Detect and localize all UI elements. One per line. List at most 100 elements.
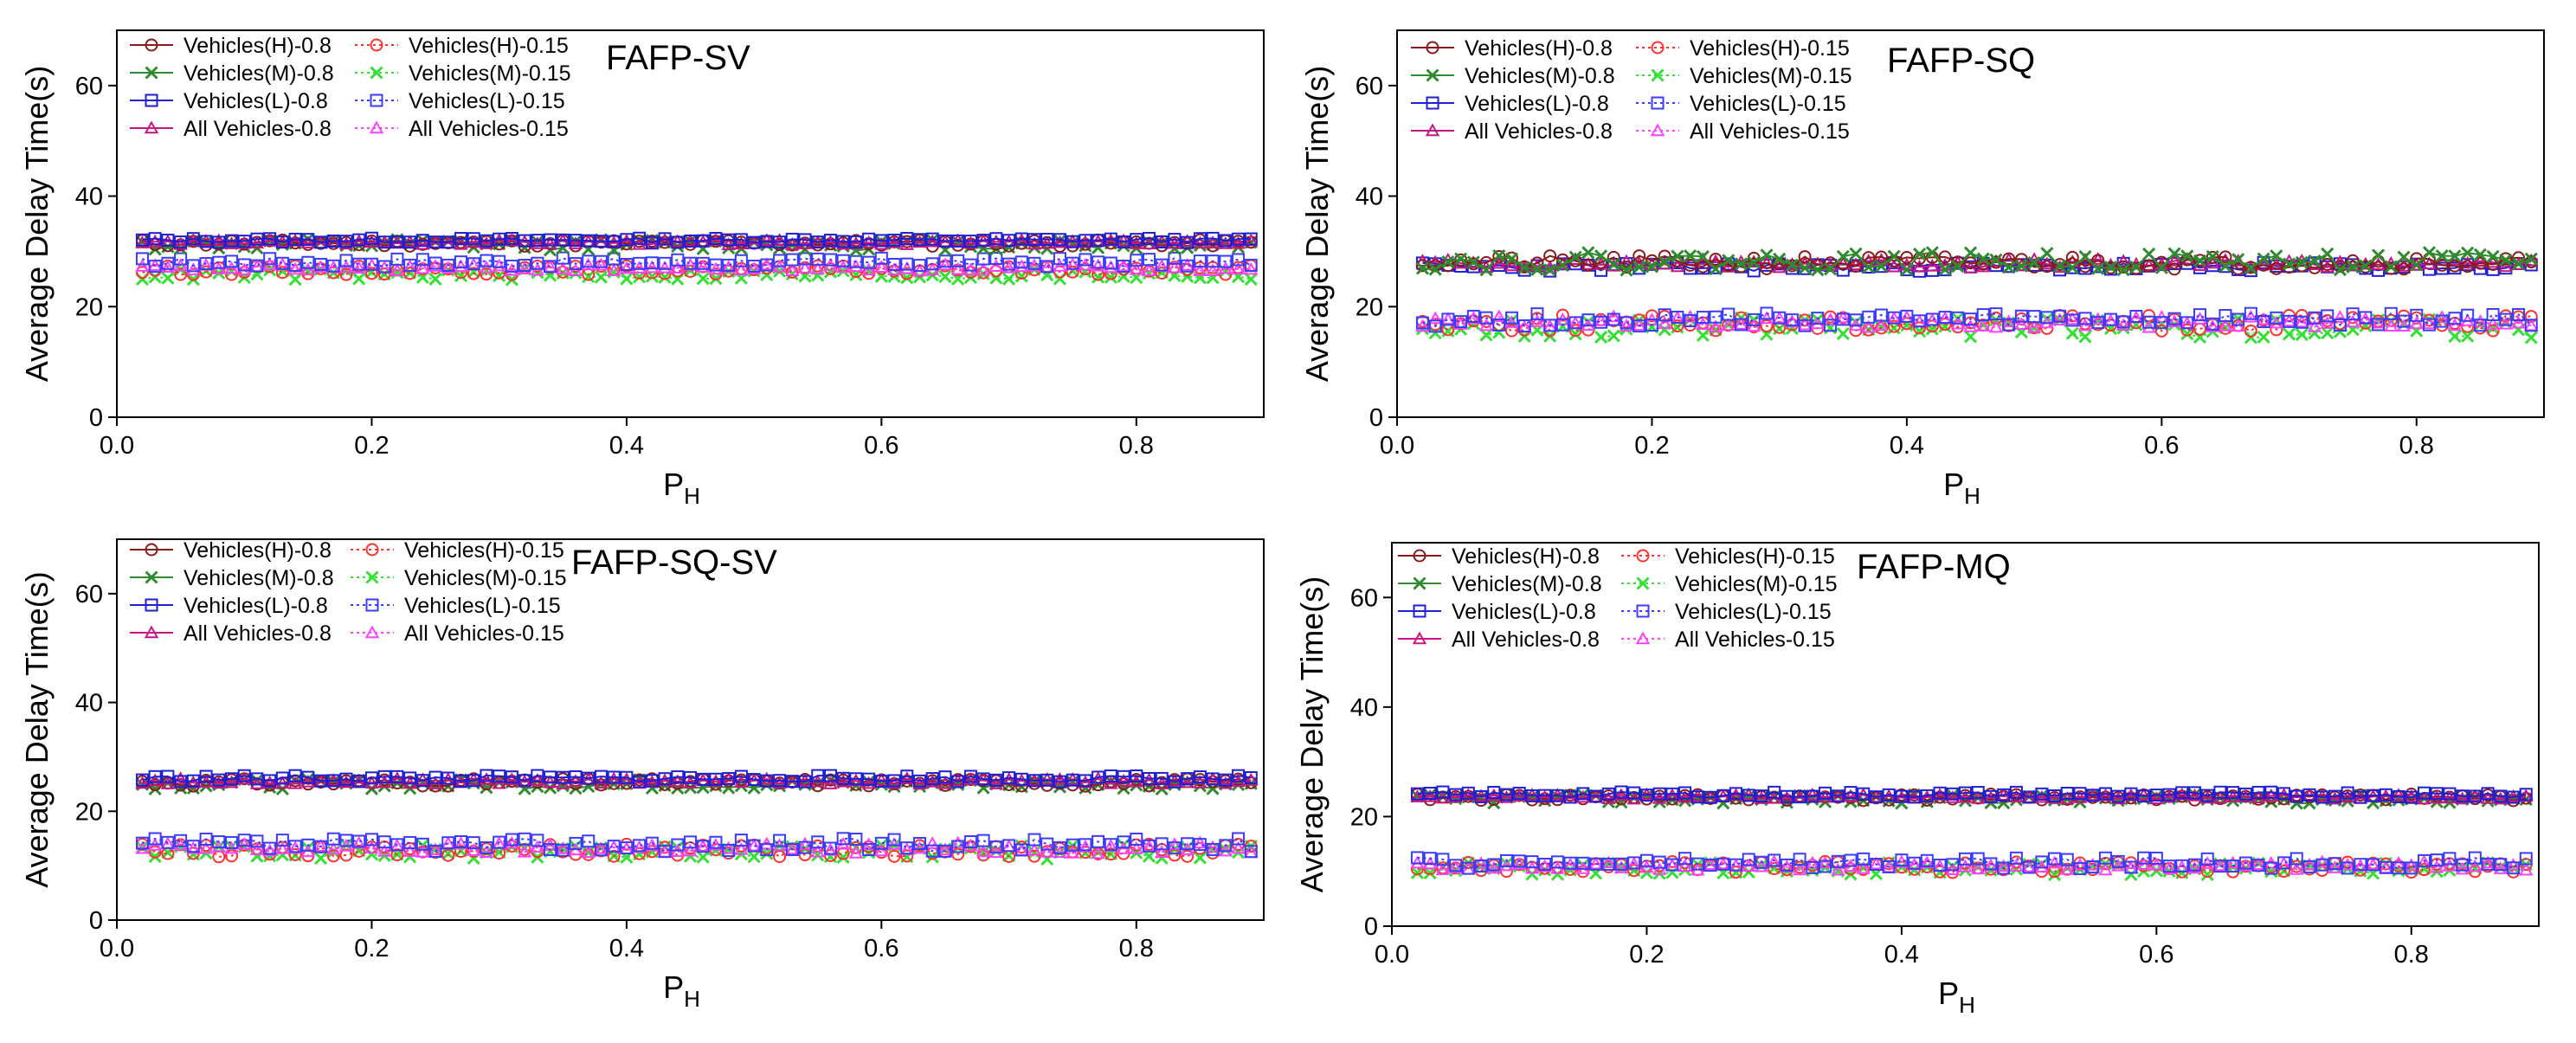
- data-point: [326, 259, 340, 273]
- data-point: [582, 771, 596, 785]
- data-point: [2137, 789, 2151, 803]
- chart-title: FAFP-SQ-SV: [571, 544, 777, 582]
- data-point: [1027, 774, 1041, 788]
- data-point: [1869, 856, 1884, 870]
- data-point: [326, 845, 340, 859]
- data-point: [390, 771, 405, 784]
- legend-label: All Vehicles-0.8: [184, 621, 332, 646]
- data-point: [582, 834, 596, 848]
- data-point: [900, 271, 914, 285]
- data-point: [1167, 837, 1182, 850]
- data-point: [645, 836, 659, 850]
- data-point: [531, 256, 544, 270]
- data-point: [772, 233, 787, 246]
- data-point: [1079, 253, 1092, 267]
- data-point: [1844, 853, 1858, 867]
- data-point: [2423, 318, 2436, 332]
- data-point: [759, 233, 775, 246]
- data-point: [338, 775, 354, 789]
- data-point: [1581, 246, 1595, 260]
- data-point: [606, 771, 621, 785]
- data-point: [1665, 787, 1679, 801]
- data-point: [1958, 789, 1973, 803]
- data-point: [2282, 327, 2296, 341]
- data-point: [1589, 857, 1603, 871]
- legend-item: Vehicles(M)-0.15: [355, 61, 571, 86]
- data-point: [2035, 787, 2049, 801]
- data-point: [976, 772, 990, 786]
- data-point: [797, 836, 813, 850]
- data-point: [1206, 271, 1220, 285]
- data-point: [352, 834, 366, 848]
- data-point: [1142, 849, 1156, 863]
- data-point: [505, 833, 518, 847]
- data-point: [1729, 787, 1742, 801]
- data-point: [1988, 319, 2004, 333]
- data-point: [2333, 319, 2347, 332]
- data-point: [1984, 789, 1998, 803]
- data-point: [1231, 840, 1246, 854]
- data-point: [390, 769, 404, 783]
- data-point: [2078, 330, 2092, 344]
- legend-marker: [365, 598, 379, 612]
- chart-title: FAFP-SQ: [1887, 42, 2035, 80]
- y-tick-label: 40: [75, 690, 103, 718]
- data-point: [211, 840, 226, 853]
- data-point: [2447, 318, 2463, 332]
- data-point: [2009, 789, 2024, 803]
- data-point: [249, 776, 265, 789]
- data-point: [1831, 789, 1845, 803]
- data-point: [288, 232, 302, 246]
- plot-frame: [1391, 542, 2540, 927]
- x-tick-label: 0.4: [1890, 432, 1924, 460]
- data-point: [785, 232, 799, 246]
- data-point: [1193, 838, 1207, 852]
- data-point: [1244, 772, 1259, 786]
- data-point: [2512, 307, 2526, 321]
- data-point: [2078, 260, 2092, 274]
- data-point: [2405, 861, 2418, 875]
- data-point: [760, 258, 774, 272]
- data-point: [1505, 311, 1518, 325]
- data-point: [263, 252, 277, 266]
- data-point: [275, 834, 289, 847]
- data-point: [415, 844, 430, 858]
- data-point: [1613, 860, 1629, 873]
- legend-marker: [1651, 96, 1665, 110]
- data-point: [2308, 311, 2322, 325]
- data-point: [1811, 312, 1825, 325]
- data-point: [1652, 855, 1666, 869]
- data-point: [428, 770, 442, 784]
- data-point: [785, 775, 799, 789]
- data-point: [2321, 309, 2334, 323]
- data-point: [1862, 310, 1876, 324]
- data-point: [2264, 788, 2279, 802]
- data-point: [1091, 258, 1105, 272]
- data-point: [160, 776, 176, 789]
- data-point: [645, 256, 659, 270]
- legend-item: Vehicles(M)-0.8: [1398, 572, 1602, 596]
- data-point: [1244, 258, 1258, 272]
- data-point: [1708, 319, 1723, 333]
- data-point: [785, 841, 800, 855]
- data-point: [287, 261, 303, 275]
- data-point: [696, 840, 710, 853]
- data-point: [773, 850, 787, 864]
- data-point: [454, 845, 467, 859]
- data-point: [2435, 258, 2449, 272]
- data-point: [2244, 324, 2257, 338]
- data-point: [288, 847, 302, 861]
- data-point: [1205, 840, 1220, 853]
- data-point: [224, 261, 239, 274]
- legend-item: All Vehicles-0.15: [1621, 628, 1835, 652]
- data-point: [1874, 321, 1888, 335]
- data-point: [493, 268, 506, 283]
- data-point: [1912, 259, 1927, 273]
- data-point: [2481, 857, 2495, 871]
- data-point: [1078, 840, 1093, 853]
- data-point: [1116, 233, 1131, 247]
- data-point: [135, 235, 150, 248]
- data-point: [2367, 858, 2380, 872]
- data-point: [734, 233, 748, 247]
- data-point: [1862, 251, 1876, 265]
